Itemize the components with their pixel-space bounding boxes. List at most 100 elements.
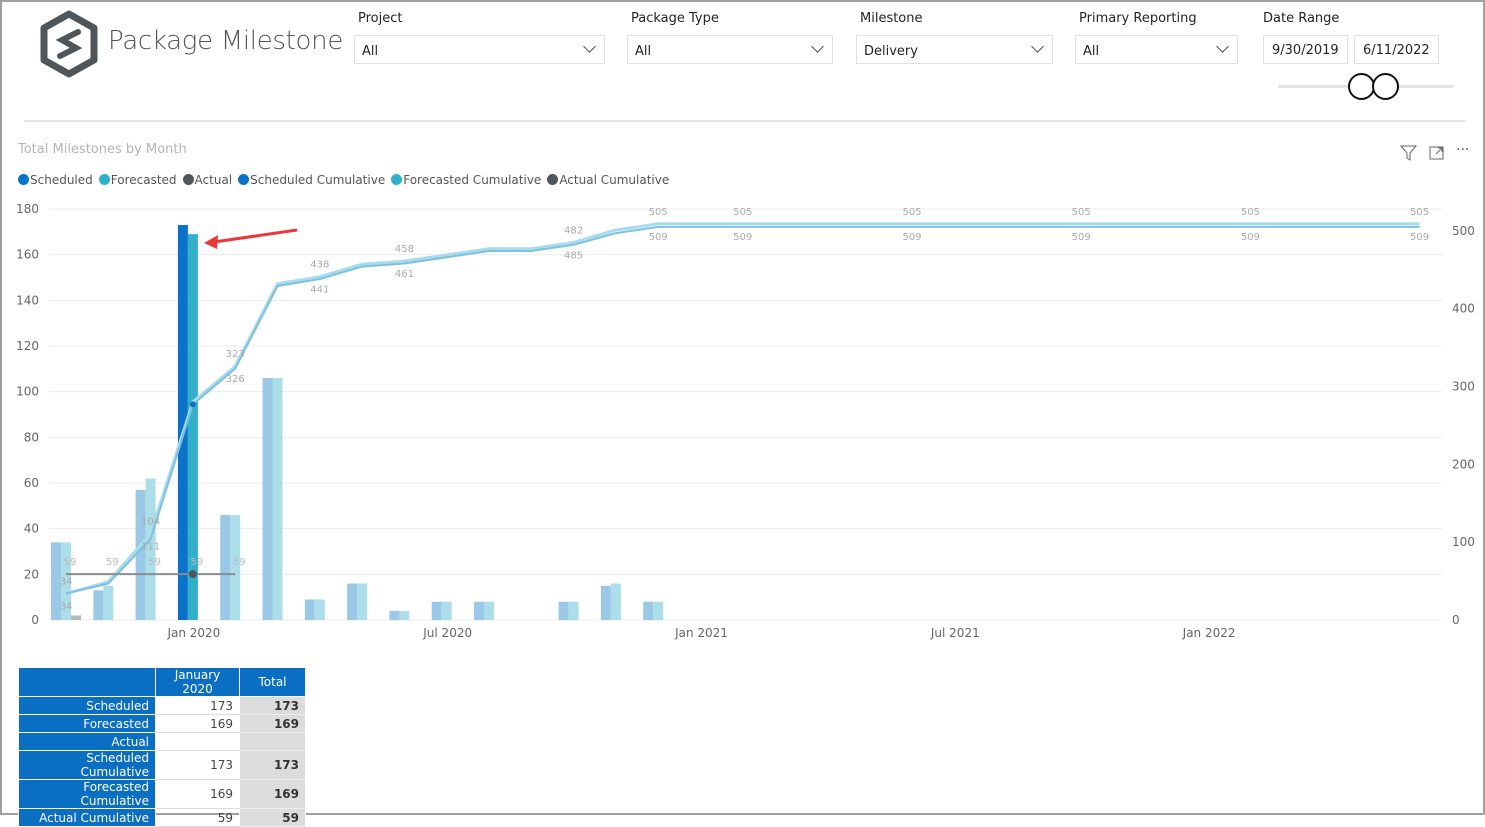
- date-slider-end-handle[interactable]: [1372, 73, 1399, 100]
- table-row: Scheduled Cumulative 173 173: [18, 750, 306, 780]
- data-label: 505: [649, 207, 668, 218]
- bar-scheduled: [177, 224, 188, 620]
- row-header: Actual Cumulative: [18, 808, 156, 827]
- data-label: 34: [60, 602, 73, 613]
- data-label: 59: [191, 557, 204, 568]
- project-dropdown[interactable]: All: [354, 35, 605, 64]
- legend-label: Forecasted Cumulative: [403, 173, 542, 187]
- start-date-input[interactable]: 9/30/2019: [1263, 35, 1348, 64]
- y-left-tick-label: 160: [16, 248, 39, 262]
- row-header: Scheduled: [18, 696, 156, 715]
- cell-total: 59: [239, 808, 306, 827]
- data-label: 458: [395, 244, 414, 255]
- chart-title: Total Milestones by Month: [18, 142, 187, 157]
- column-header: January 2020: [155, 667, 240, 697]
- bar-scheduled: [600, 585, 611, 620]
- y-left-tick-label: 140: [16, 293, 39, 307]
- corner-cell: [18, 667, 156, 697]
- row-header: Actual: [18, 732, 156, 751]
- legend-forecasted-cumulative[interactable]: Forecasted Cumulative: [391, 173, 541, 187]
- bar-scheduled: [643, 601, 654, 620]
- data-label: 59: [64, 557, 77, 568]
- y-left-tick-label: 60: [24, 476, 39, 490]
- filter-icon[interactable]: [1400, 145, 1418, 161]
- table-row: Actual: [18, 732, 306, 751]
- cell-value: [155, 732, 240, 751]
- legend-dot-icon: [182, 174, 194, 185]
- y-left-tick-label: 0: [31, 613, 39, 627]
- cell-value: 169: [155, 714, 240, 733]
- x-tick-label: Jan 2021: [674, 626, 728, 640]
- y-right-tick-label: 0: [1452, 613, 1460, 627]
- data-label: 326: [226, 374, 245, 385]
- bar-forecasted: [145, 478, 156, 620]
- row-header: Scheduled Cumulative: [18, 750, 156, 780]
- data-label: 509: [1241, 232, 1260, 243]
- more-options-icon[interactable]: ···: [1456, 142, 1470, 158]
- bar-scheduled: [347, 583, 358, 620]
- cell-total: [239, 732, 306, 751]
- project-filter-label: Project: [358, 11, 403, 26]
- package-type-value: All: [635, 44, 652, 59]
- bar-scheduled: [304, 599, 315, 620]
- milestone-dropdown[interactable]: Delivery: [856, 35, 1053, 64]
- data-label: 509: [1072, 232, 1091, 243]
- line-scheduled-cumulative: [65, 225, 1420, 595]
- data-label: 505: [1241, 207, 1260, 218]
- y-right-tick-label: 200: [1452, 457, 1475, 471]
- bar-forecasted: [357, 583, 368, 620]
- legend-dot-icon: [238, 174, 250, 185]
- cell-total: 173: [239, 750, 306, 780]
- legend-label: Scheduled: [30, 173, 93, 187]
- legend-forecasted[interactable]: Forecasted: [98, 173, 177, 187]
- table-row: Forecasted Cumulative 169 169: [18, 779, 306, 809]
- milestones-chart[interactable]: 0 20 40 60 80 100 120 140 160 180 0 100 200 300 400 500…: [2, 2, 1485, 662]
- bar-scheduled: [220, 514, 231, 620]
- bar-scheduled: [262, 377, 273, 620]
- y-left-tick-label: 80: [24, 430, 39, 444]
- legend-dot-icon: [547, 174, 559, 185]
- legend-actual[interactable]: Actual: [182, 173, 233, 187]
- y-right-tick-label: 100: [1452, 535, 1475, 549]
- y-right-tick-label: 300: [1452, 379, 1475, 393]
- logo-icon: [40, 10, 98, 78]
- data-label: 482: [564, 225, 583, 236]
- x-tick-label: Jan 2020: [166, 626, 220, 640]
- primary-reporting-filter-label: Primary Reporting: [1079, 11, 1197, 26]
- data-label: 505: [1072, 207, 1091, 218]
- data-label: 59: [106, 557, 119, 568]
- data-label: 323: [226, 349, 245, 360]
- focus-mode-icon[interactable]: [1429, 146, 1445, 160]
- divider: [24, 120, 1466, 122]
- package-type-dropdown[interactable]: All: [627, 35, 833, 64]
- data-label: 505: [1410, 207, 1429, 218]
- bar-scheduled: [51, 542, 61, 620]
- y-right-tick-label: 400: [1452, 302, 1475, 316]
- data-label: 509: [649, 232, 668, 243]
- data-label: 505: [902, 207, 921, 218]
- data-label: 509: [1410, 232, 1429, 243]
- date-slider-start-handle[interactable]: [1348, 73, 1375, 100]
- legend-scheduled-cumulative[interactable]: Scheduled Cumulative: [238, 173, 385, 187]
- y-left-tick-label: 100: [16, 385, 39, 399]
- bar-forecasted: [610, 583, 621, 620]
- bar-forecasted: [484, 601, 494, 620]
- legend-label: Actual: [194, 173, 233, 187]
- end-date-input[interactable]: 6/11/2022: [1354, 35, 1439, 64]
- legend-dot-icon: [18, 174, 29, 185]
- primary-reporting-dropdown[interactable]: All: [1075, 35, 1238, 64]
- legend-scheduled[interactable]: Scheduled: [18, 173, 93, 187]
- bar-forecasted: [314, 599, 325, 620]
- y-left-tick-label: 180: [16, 202, 39, 216]
- annotation-arrow: [213, 228, 298, 244]
- matrix-table: January 2020 Total Scheduled 173 173 Foreca…: [18, 667, 306, 827]
- milestone-value: Delivery: [864, 44, 918, 59]
- data-label: 485: [564, 250, 583, 261]
- table-row: Scheduled 173 173: [18, 696, 306, 715]
- bar-forecasted: [272, 377, 283, 620]
- data-label: 104: [141, 517, 160, 528]
- bar-scheduled: [389, 610, 400, 620]
- bar-forecasted: [399, 610, 410, 620]
- data-label: 509: [733, 232, 752, 243]
- legend-actual-cumulative[interactable]: Actual Cumulative: [547, 173, 669, 187]
